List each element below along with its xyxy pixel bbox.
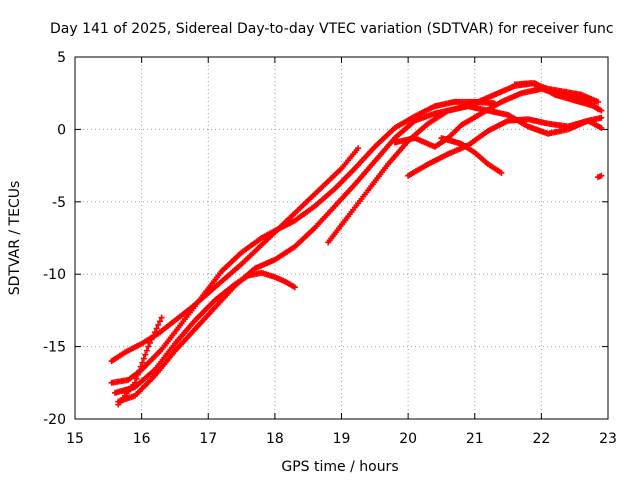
data-point [595, 98, 602, 105]
series-track-10 [511, 80, 602, 105]
data-point [145, 343, 152, 350]
series-track-3 [108, 98, 498, 386]
data-point [158, 314, 165, 321]
x-tick-label: 18 [266, 431, 284, 447]
data-point [598, 172, 605, 179]
series-track-7 [405, 116, 605, 179]
data-point [148, 336, 155, 343]
x-tick-label: 19 [333, 431, 351, 447]
y-tick-label: -20 [43, 412, 66, 428]
chart-title: Day 141 of 2025, Sidereal Day-to-day VTE… [50, 21, 614, 37]
data-point [143, 347, 150, 354]
data-point [355, 145, 362, 152]
data-point [595, 106, 602, 113]
x-tick-label: 23 [599, 431, 617, 447]
data-point [142, 351, 149, 358]
data-point [146, 339, 153, 346]
y-tick-label: -10 [43, 267, 66, 283]
data-point [139, 359, 146, 366]
data-point [153, 325, 160, 332]
y-tick-label: -15 [43, 340, 66, 356]
y-tick-label: 5 [57, 50, 66, 66]
x-tick-label: 20 [399, 431, 417, 447]
data-point [155, 321, 162, 328]
data-point [598, 107, 605, 114]
y-tick-label: 0 [57, 122, 66, 138]
series-track-11 [595, 172, 605, 181]
axis-ticks: 15 16 17 18 19 20 21 22 23 -20 -15 -10 -5 0 5 [43, 50, 617, 447]
grid [75, 57, 608, 419]
data-point [151, 329, 158, 336]
data-point [498, 169, 505, 176]
data-point [291, 284, 298, 291]
data-point [150, 332, 157, 339]
data-point [598, 124, 605, 131]
data-series [108, 80, 605, 408]
x-tick-label: 17 [199, 431, 217, 447]
data-point [598, 114, 605, 121]
data-point [140, 355, 147, 362]
x-tick-label: 15 [66, 431, 84, 447]
x-tick-label: 16 [133, 431, 151, 447]
y-tick-label: -5 [52, 195, 66, 211]
x-tick-label: 21 [466, 431, 484, 447]
data-point [133, 375, 140, 382]
x-tick-label: 22 [532, 431, 550, 447]
x-axis-label: GPS time / hours [281, 459, 398, 475]
y-axis-label: SDTVAR / TECUs [7, 181, 23, 296]
data-point [156, 318, 163, 325]
